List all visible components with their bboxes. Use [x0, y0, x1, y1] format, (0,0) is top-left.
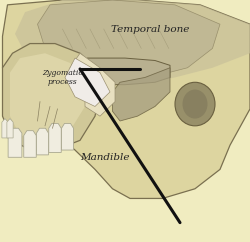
Polygon shape [2, 44, 100, 150]
Polygon shape [10, 53, 85, 140]
Polygon shape [2, 0, 250, 198]
Text: Mandible: Mandible [80, 153, 130, 162]
Ellipse shape [182, 90, 208, 119]
Polygon shape [65, 58, 170, 85]
Polygon shape [7, 119, 13, 138]
Polygon shape [24, 131, 36, 157]
Text: Zygomatic
process: Zygomatic process [42, 69, 83, 86]
Polygon shape [8, 128, 22, 157]
Polygon shape [15, 0, 250, 85]
Ellipse shape [175, 82, 215, 126]
Polygon shape [38, 0, 220, 77]
Polygon shape [2, 119, 8, 138]
Polygon shape [112, 68, 170, 121]
Polygon shape [62, 123, 74, 150]
Polygon shape [49, 123, 61, 152]
Polygon shape [70, 53, 115, 116]
Polygon shape [65, 58, 110, 106]
Polygon shape [36, 128, 48, 155]
Text: Temporal bone: Temporal bone [111, 24, 189, 34]
